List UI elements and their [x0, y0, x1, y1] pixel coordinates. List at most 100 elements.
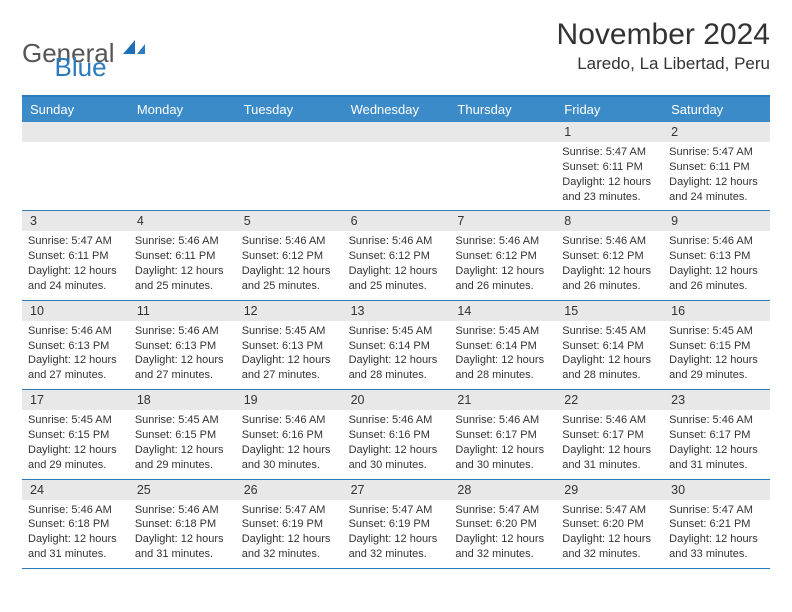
day-content: Sunrise: 5:46 AMSunset: 6:13 PMDaylight:… — [129, 321, 236, 389]
sunrise: Sunrise: 5:46 AM — [135, 234, 230, 249]
sunset: Sunset: 6:11 PM — [669, 160, 764, 175]
daylight: Daylight: 12 hours and 32 minutes. — [349, 532, 444, 562]
day-header: Wednesday — [343, 97, 450, 122]
sunrise: Sunrise: 5:47 AM — [669, 145, 764, 160]
day-number — [129, 122, 236, 142]
sunrise: Sunrise: 5:47 AM — [349, 503, 444, 518]
location: Laredo, La Libertad, Peru — [557, 54, 770, 74]
sunrise: Sunrise: 5:45 AM — [28, 413, 123, 428]
day-number: 16 — [663, 301, 770, 321]
day-header: Saturday — [663, 97, 770, 122]
daynum-row: 10111213141516 — [22, 301, 770, 321]
sunrise: Sunrise: 5:46 AM — [669, 413, 764, 428]
day-number: 2 — [663, 122, 770, 142]
sunset: Sunset: 6:11 PM — [562, 160, 657, 175]
sunset: Sunset: 6:15 PM — [135, 428, 230, 443]
logo-text-blue: Blue — [55, 52, 107, 83]
day-content — [129, 142, 236, 210]
sunset: Sunset: 6:13 PM — [135, 339, 230, 354]
day-number: 6 — [343, 211, 450, 231]
daylight: Daylight: 12 hours and 31 minutes. — [562, 443, 657, 473]
sunrise: Sunrise: 5:45 AM — [349, 324, 444, 339]
sunrise: Sunrise: 5:46 AM — [242, 234, 337, 249]
sunset: Sunset: 6:20 PM — [562, 517, 657, 532]
week: 3456789Sunrise: 5:47 AMSunset: 6:11 PMDa… — [22, 211, 770, 300]
sunrise: Sunrise: 5:47 AM — [562, 503, 657, 518]
sunrise: Sunrise: 5:47 AM — [455, 503, 550, 518]
header: General Blue November 2024 Laredo, La Li… — [22, 18, 770, 83]
sunset: Sunset: 6:15 PM — [28, 428, 123, 443]
sunset: Sunset: 6:19 PM — [349, 517, 444, 532]
sunset: Sunset: 6:12 PM — [455, 249, 550, 264]
day-content: Sunrise: 5:46 AMSunset: 6:17 PMDaylight:… — [449, 410, 556, 478]
sunset: Sunset: 6:16 PM — [349, 428, 444, 443]
sunset: Sunset: 6:19 PM — [242, 517, 337, 532]
daynum-row: 3456789 — [22, 211, 770, 231]
day-number — [343, 122, 450, 142]
daynum-row: 24252627282930 — [22, 480, 770, 500]
day-content: Sunrise: 5:47 AMSunset: 6:19 PMDaylight:… — [343, 500, 450, 568]
daylight: Daylight: 12 hours and 30 minutes. — [349, 443, 444, 473]
content-row: Sunrise: 5:47 AMSunset: 6:11 PMDaylight:… — [22, 231, 770, 299]
day-number: 13 — [343, 301, 450, 321]
daylight: Daylight: 12 hours and 24 minutes. — [669, 175, 764, 205]
day-number: 28 — [449, 480, 556, 500]
sunset: Sunset: 6:12 PM — [242, 249, 337, 264]
day-content: Sunrise: 5:46 AMSunset: 6:12 PMDaylight:… — [556, 231, 663, 299]
sunrise: Sunrise: 5:47 AM — [669, 503, 764, 518]
content-row: Sunrise: 5:46 AMSunset: 6:13 PMDaylight:… — [22, 321, 770, 389]
daynum-row: 17181920212223 — [22, 390, 770, 410]
day-headers: Sunday Monday Tuesday Wednesday Thursday… — [22, 97, 770, 122]
day-content: Sunrise: 5:45 AMSunset: 6:14 PMDaylight:… — [556, 321, 663, 389]
day-number: 8 — [556, 211, 663, 231]
day-content — [449, 142, 556, 210]
day-number — [22, 122, 129, 142]
sunset: Sunset: 6:12 PM — [562, 249, 657, 264]
day-number: 4 — [129, 211, 236, 231]
day-number: 22 — [556, 390, 663, 410]
day-content: Sunrise: 5:46 AMSunset: 6:17 PMDaylight:… — [556, 410, 663, 478]
daylight: Daylight: 12 hours and 32 minutes. — [455, 532, 550, 562]
sunrise: Sunrise: 5:46 AM — [135, 503, 230, 518]
day-number: 25 — [129, 480, 236, 500]
sunset: Sunset: 6:16 PM — [242, 428, 337, 443]
weeks-container: 12Sunrise: 5:47 AMSunset: 6:11 PMDayligh… — [22, 122, 770, 569]
day-content — [22, 142, 129, 210]
daylight: Daylight: 12 hours and 28 minutes. — [562, 353, 657, 383]
content-row: Sunrise: 5:46 AMSunset: 6:18 PMDaylight:… — [22, 500, 770, 568]
day-number: 11 — [129, 301, 236, 321]
daylight: Daylight: 12 hours and 26 minutes. — [669, 264, 764, 294]
daylight: Daylight: 12 hours and 25 minutes. — [349, 264, 444, 294]
sunset: Sunset: 6:13 PM — [242, 339, 337, 354]
sunset: Sunset: 6:18 PM — [28, 517, 123, 532]
logo-sail-icon — [121, 38, 147, 56]
sunrise: Sunrise: 5:46 AM — [562, 234, 657, 249]
day-content: Sunrise: 5:46 AMSunset: 6:11 PMDaylight:… — [129, 231, 236, 299]
day-header: Monday — [129, 97, 236, 122]
day-content: Sunrise: 5:46 AMSunset: 6:18 PMDaylight:… — [22, 500, 129, 568]
daylight: Daylight: 12 hours and 31 minutes. — [28, 532, 123, 562]
sunrise: Sunrise: 5:46 AM — [455, 413, 550, 428]
daylight: Daylight: 12 hours and 27 minutes. — [242, 353, 337, 383]
sunrise: Sunrise: 5:46 AM — [455, 234, 550, 249]
day-content: Sunrise: 5:46 AMSunset: 6:18 PMDaylight:… — [129, 500, 236, 568]
daynum-row: 12 — [22, 122, 770, 142]
sunset: Sunset: 6:18 PM — [135, 517, 230, 532]
sunrise: Sunrise: 5:46 AM — [28, 503, 123, 518]
day-content: Sunrise: 5:46 AMSunset: 6:16 PMDaylight:… — [236, 410, 343, 478]
title-block: November 2024 Laredo, La Libertad, Peru — [557, 18, 770, 74]
day-content: Sunrise: 5:47 AMSunset: 6:11 PMDaylight:… — [22, 231, 129, 299]
day-number: 10 — [22, 301, 129, 321]
calendar: Sunday Monday Tuesday Wednesday Thursday… — [22, 95, 770, 569]
day-number: 3 — [22, 211, 129, 231]
day-content: Sunrise: 5:47 AMSunset: 6:21 PMDaylight:… — [663, 500, 770, 568]
page-title: November 2024 — [557, 18, 770, 52]
daylight: Daylight: 12 hours and 25 minutes. — [135, 264, 230, 294]
day-content: Sunrise: 5:46 AMSunset: 6:12 PMDaylight:… — [343, 231, 450, 299]
daylight: Daylight: 12 hours and 28 minutes. — [349, 353, 444, 383]
sunrise: Sunrise: 5:47 AM — [562, 145, 657, 160]
sunset: Sunset: 6:15 PM — [669, 339, 764, 354]
daylight: Daylight: 12 hours and 27 minutes. — [28, 353, 123, 383]
day-content — [343, 142, 450, 210]
day-number: 24 — [22, 480, 129, 500]
